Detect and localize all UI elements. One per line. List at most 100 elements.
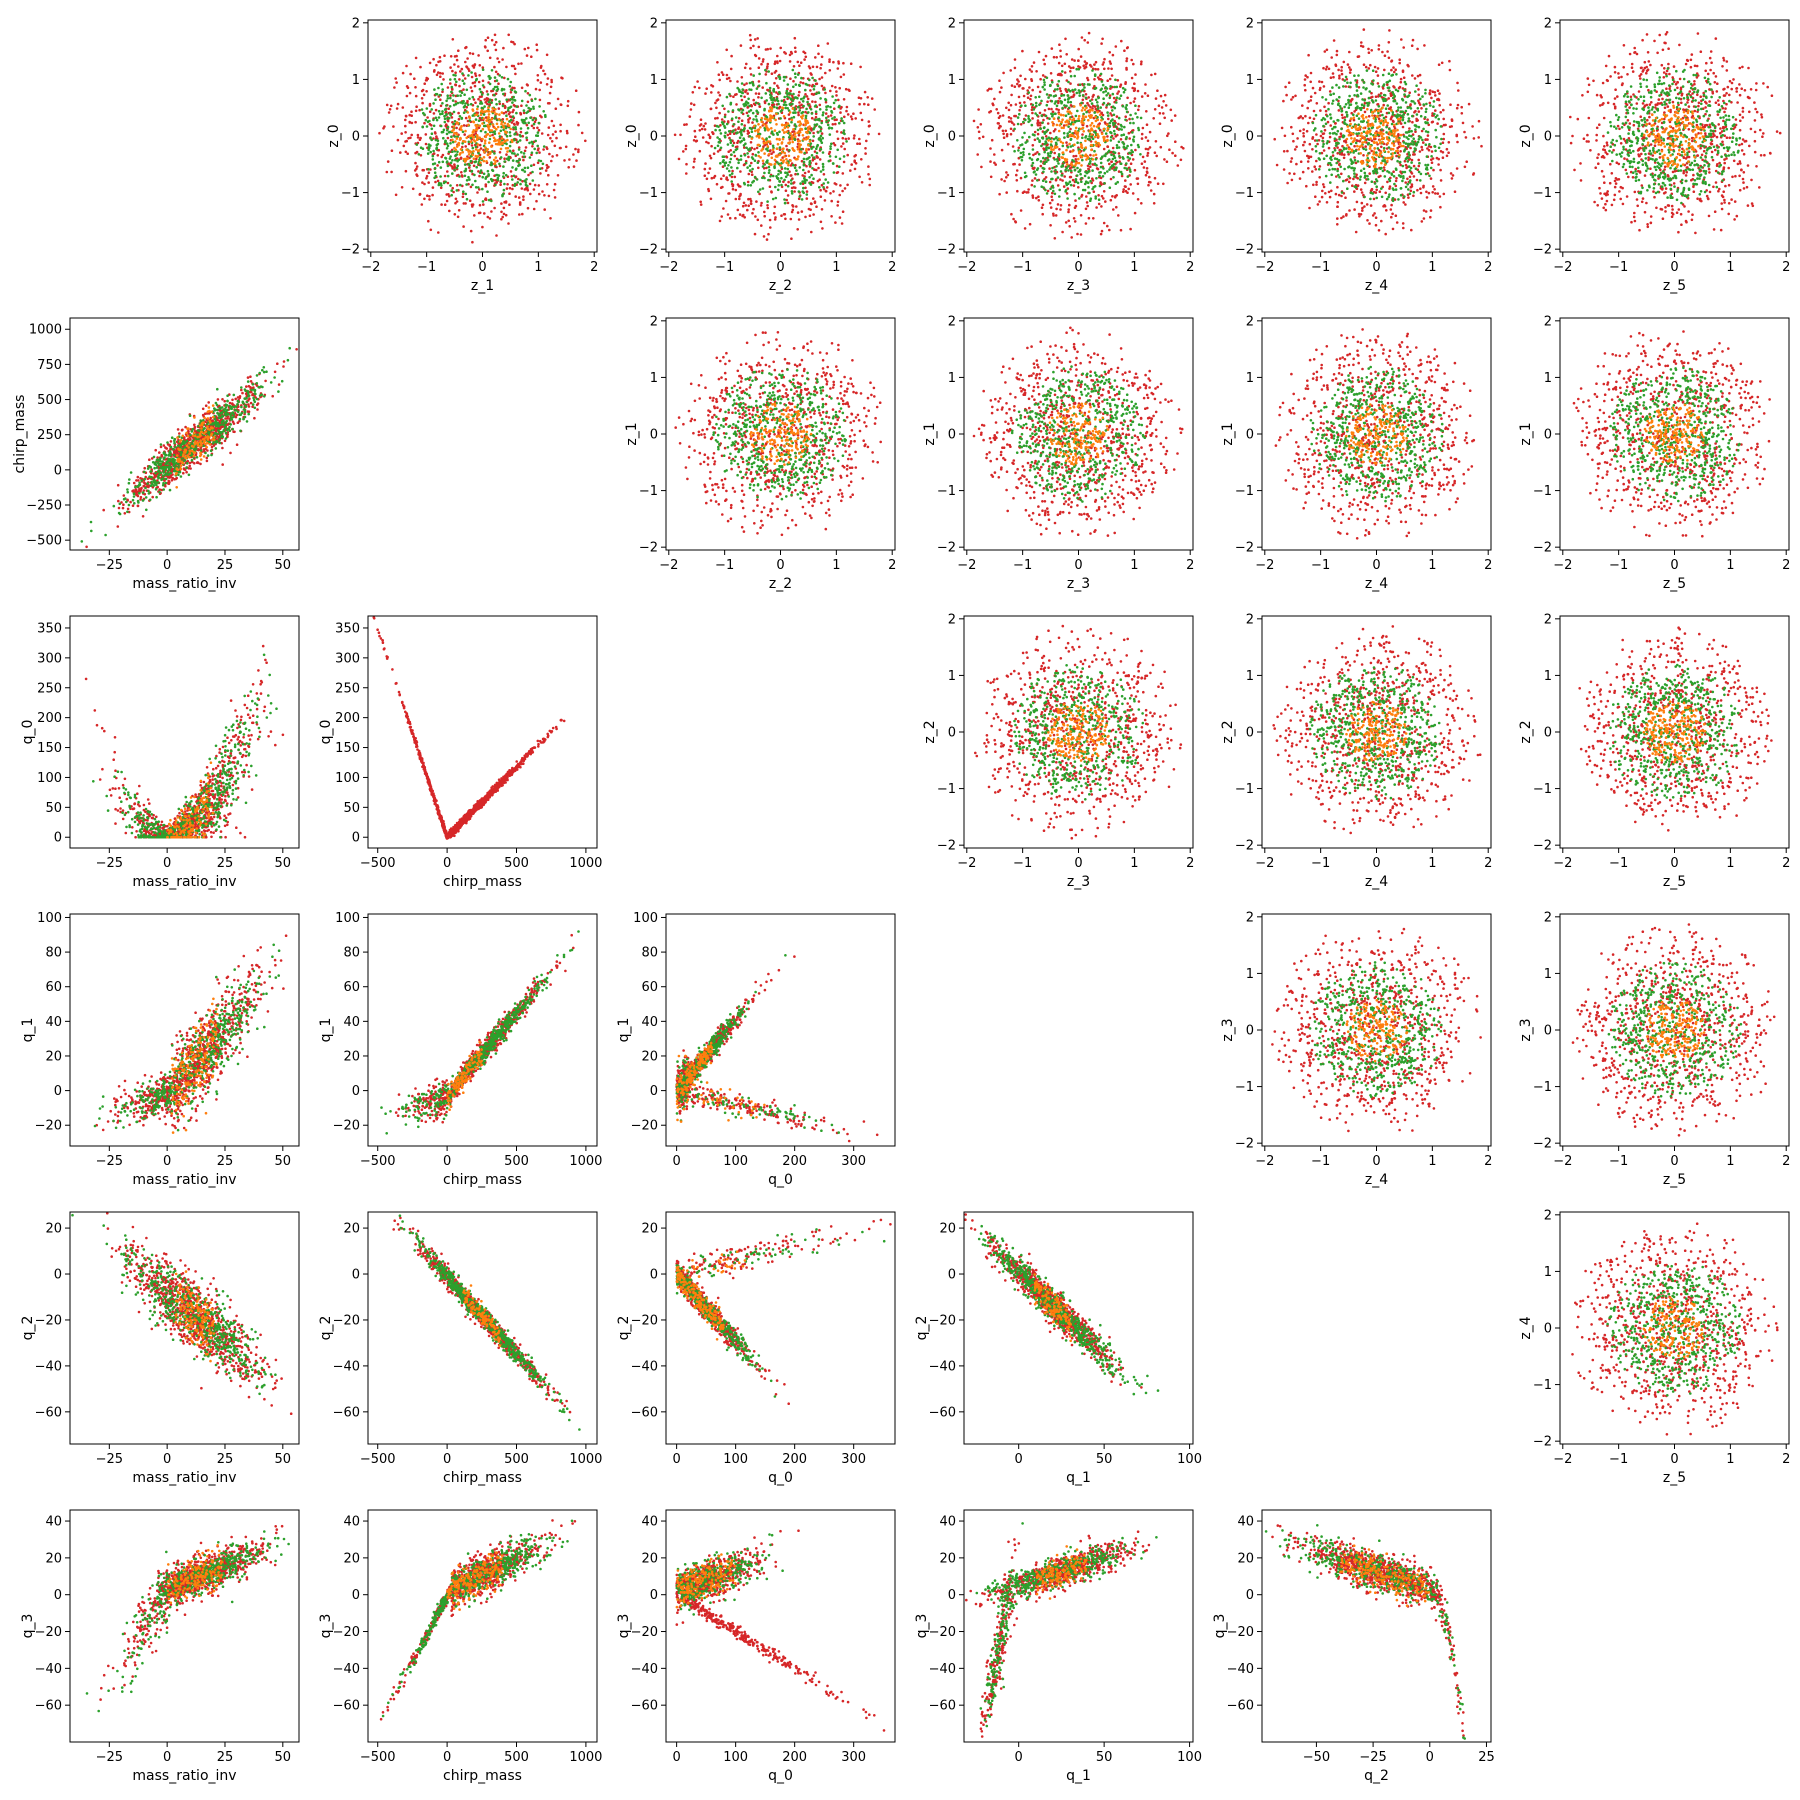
scatter-point bbox=[580, 131, 584, 135]
scatter-point bbox=[1086, 181, 1090, 185]
scatter-point bbox=[500, 111, 504, 114]
scatter-point bbox=[819, 148, 823, 151]
scatter-point bbox=[536, 144, 539, 148]
scatter-point bbox=[785, 161, 789, 165]
scatter-point bbox=[751, 111, 755, 115]
scatter-point bbox=[545, 163, 549, 167]
scatter-point bbox=[829, 89, 832, 93]
scatter-point bbox=[1313, 165, 1316, 168]
scatter-point bbox=[1327, 146, 1331, 150]
scatter-point bbox=[784, 217, 787, 221]
scatter-point bbox=[737, 116, 741, 120]
scatter-point bbox=[452, 94, 455, 97]
scatter-point bbox=[1043, 62, 1046, 66]
scatter-point bbox=[727, 110, 730, 113]
scatter-point bbox=[493, 126, 496, 130]
scatter-point bbox=[1072, 66, 1075, 69]
scatter-point bbox=[838, 165, 841, 168]
scatter-point bbox=[1298, 129, 1302, 133]
scatter-point bbox=[487, 100, 491, 104]
scatter-point bbox=[743, 83, 746, 87]
scatter-point bbox=[1089, 165, 1092, 168]
scatter-point bbox=[459, 183, 462, 187]
scatter-point bbox=[1056, 159, 1059, 163]
scatter-point bbox=[1058, 195, 1061, 198]
scatter-point bbox=[540, 132, 544, 135]
scatter-point bbox=[454, 102, 458, 106]
scatter-point bbox=[1055, 56, 1058, 59]
scatter-point bbox=[787, 96, 791, 99]
scatter-point bbox=[1051, 184, 1054, 188]
scatter-point bbox=[1079, 214, 1083, 217]
scatter-point bbox=[1091, 177, 1094, 180]
scatter-point bbox=[469, 151, 473, 154]
scatter-point bbox=[841, 172, 845, 175]
scatter-point bbox=[831, 117, 834, 120]
scatter-point bbox=[810, 116, 814, 120]
scatter-point bbox=[737, 108, 740, 111]
scatter-point bbox=[501, 215, 505, 219]
scatter-point bbox=[498, 135, 502, 138]
scatter-point bbox=[1126, 191, 1129, 194]
scatter-point bbox=[1132, 121, 1135, 125]
scatter-point bbox=[1043, 81, 1046, 84]
scatter-point bbox=[1312, 109, 1316, 113]
scatter-point bbox=[766, 161, 769, 164]
scatter-point bbox=[446, 117, 449, 120]
scatter-point bbox=[778, 180, 782, 183]
scatter-point bbox=[795, 158, 798, 161]
scatter-point bbox=[486, 123, 490, 127]
scatter-point bbox=[808, 140, 812, 143]
scatter-point bbox=[1296, 137, 1299, 140]
y-axis-label: z_0 bbox=[326, 124, 342, 147]
scatter-point bbox=[518, 158, 522, 162]
scatter-point bbox=[431, 154, 435, 158]
scatter-point bbox=[418, 192, 422, 196]
scatter-point bbox=[522, 121, 525, 125]
scatter-point bbox=[1022, 147, 1026, 151]
scatter-point bbox=[1084, 136, 1087, 139]
scatter-point bbox=[511, 115, 515, 118]
scatter-point bbox=[846, 153, 849, 157]
scatter-point bbox=[728, 173, 732, 177]
scatter-point bbox=[1045, 148, 1048, 151]
scatter-point bbox=[1412, 194, 1415, 198]
scatter-point bbox=[769, 106, 772, 109]
scatter-point bbox=[490, 101, 493, 104]
scatter-point bbox=[786, 194, 790, 197]
scatter-point bbox=[449, 161, 453, 165]
scatter-point bbox=[838, 157, 842, 161]
scatter-point bbox=[453, 213, 457, 216]
scatter-point bbox=[1460, 105, 1463, 109]
scatter-point bbox=[1167, 132, 1170, 135]
scatter-point bbox=[1045, 137, 1049, 141]
scatter-point bbox=[1069, 150, 1072, 153]
scatter-point bbox=[550, 140, 554, 143]
scatter-point bbox=[428, 110, 432, 113]
scatter-point bbox=[1087, 104, 1090, 107]
scatter-point bbox=[1396, 151, 1400, 155]
scatter-point bbox=[464, 159, 468, 162]
scatter-point bbox=[1402, 226, 1405, 230]
scatter-point bbox=[548, 91, 552, 95]
scatter-point bbox=[1070, 236, 1073, 239]
scatter-point bbox=[443, 54, 446, 57]
scatter-point bbox=[1341, 144, 1344, 148]
scatter-point bbox=[1321, 136, 1325, 140]
scatter-point bbox=[1117, 152, 1121, 155]
scatter-point bbox=[1069, 112, 1073, 115]
scatter-point bbox=[1081, 126, 1085, 130]
scatter-point bbox=[1442, 137, 1445, 141]
scatter-point bbox=[1074, 180, 1078, 183]
scatter-point bbox=[1091, 69, 1094, 72]
scatter-point bbox=[1114, 135, 1118, 138]
scatter-point bbox=[826, 42, 830, 45]
scatter-point bbox=[417, 153, 421, 156]
scatter-point bbox=[446, 119, 450, 123]
scatter-point bbox=[1318, 200, 1321, 203]
scatter-point bbox=[497, 82, 500, 85]
scatter-point bbox=[1080, 195, 1083, 198]
scatter-point bbox=[465, 148, 468, 151]
scatter-point bbox=[1419, 191, 1423, 195]
scatter-point bbox=[508, 192, 511, 195]
